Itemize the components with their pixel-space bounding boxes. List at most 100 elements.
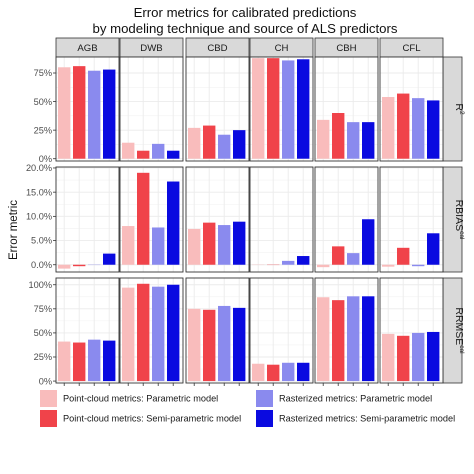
bar [297, 256, 310, 265]
bar [282, 260, 295, 265]
bar [233, 130, 246, 159]
panel-rbias-cfl [379, 166, 444, 273]
bar [332, 246, 345, 265]
panel-r-cfl [379, 56, 444, 162]
panel-rrmse-cfl [379, 277, 444, 384]
bar [412, 264, 425, 267]
facet-label-agb: AGB [77, 43, 97, 54]
bar [152, 286, 165, 382]
bar [152, 227, 165, 265]
y-tick-label: 15.0% [26, 187, 52, 197]
bar [332, 113, 345, 159]
y-tick-label: 50% [34, 97, 52, 107]
panel-rbias-ch [249, 166, 314, 273]
bar [317, 297, 330, 382]
bar [267, 364, 280, 382]
panel-border [119, 277, 184, 384]
panel-rbias-agb [55, 166, 120, 273]
y-tick-label: 25% [34, 125, 52, 135]
panel-border [249, 166, 314, 273]
bar [88, 339, 101, 382]
panel-rbias-cbd [185, 166, 250, 273]
panel-border [314, 56, 379, 162]
row-label-rbias: RBIAScal [453, 200, 465, 240]
bar [412, 98, 425, 159]
panel-border [249, 277, 314, 384]
chart-title: Error metrics for calibrated predictions [134, 5, 357, 20]
bar [382, 97, 395, 159]
panel-border [55, 166, 120, 273]
y-tick-label: 100% [29, 280, 53, 290]
bar [167, 150, 180, 159]
panel-border [185, 277, 250, 384]
y-tick-label: 75% [34, 304, 52, 314]
bar [122, 287, 135, 382]
bar [382, 333, 395, 382]
facet-label-ch: CH [275, 43, 289, 54]
bar [397, 93, 410, 159]
bar [58, 264, 71, 269]
bar [347, 253, 360, 265]
legend-swatch [256, 410, 273, 427]
legend: Point-cloud metrics: Parametric model Poi… [40, 390, 455, 427]
panel-rrmse-dwb [119, 277, 184, 384]
row-label-r: R2 [453, 103, 465, 115]
panel-border [379, 277, 444, 384]
panel-rrmse-ch [249, 277, 314, 384]
facet-label-cfl: CFL [402, 43, 421, 54]
legend-swatch [256, 390, 273, 407]
legend-item: Rasterized metrics: Parametric model [256, 390, 432, 407]
y-tick-label: 0% [39, 376, 52, 386]
panel-rrmse-cbd [185, 277, 250, 384]
bar [397, 247, 410, 265]
bar [73, 342, 86, 382]
panel-r-cbh [314, 56, 379, 162]
bar [252, 58, 265, 159]
y-axis-label: Error metric [8, 200, 20, 260]
bar [203, 309, 216, 382]
y-tick-label: 0.0% [31, 260, 52, 270]
y-tick-label: 20.0% [26, 163, 52, 173]
bar [203, 125, 216, 159]
bar [297, 59, 310, 159]
panel-rbias-cbh [314, 166, 379, 273]
panel-r-agb [55, 56, 120, 162]
facet-label-cbd: CBD [207, 43, 227, 54]
bar [218, 305, 231, 382]
panel-r-cbd [185, 56, 250, 162]
panel-border [249, 56, 314, 162]
legend-item: Rasterized metrics: Semi-parametric mode… [256, 410, 455, 427]
bar [73, 66, 86, 159]
legend-swatch [40, 410, 57, 427]
bar [218, 225, 231, 265]
bar [103, 340, 116, 382]
legend-label: Rasterized metrics: Semi-parametric mode… [279, 414, 455, 424]
bar [137, 172, 150, 265]
bar [122, 226, 135, 265]
bar [188, 308, 201, 382]
legend-label: Point-cloud metrics: Semi-parametric mod… [63, 414, 241, 424]
bar [88, 70, 101, 159]
panel-border [379, 166, 444, 273]
row-label-sup: cal [458, 345, 465, 354]
row-label-sup: 2 [458, 111, 465, 115]
bar [297, 362, 310, 382]
y-tick-label: 0% [39, 154, 52, 164]
bar [317, 264, 330, 268]
bar [267, 58, 280, 159]
facet-label-dwb: DWB [140, 43, 162, 54]
row-label-rrmse: RRMSEcal [453, 307, 465, 354]
bar [233, 307, 246, 382]
bar [188, 228, 201, 265]
panel-rbias-dwb [119, 166, 184, 273]
y-tick-label: 75% [34, 68, 52, 78]
panel-border [119, 166, 184, 273]
panel-border [314, 166, 379, 273]
panel-r-ch [249, 56, 314, 162]
bar [282, 362, 295, 382]
legend-swatch [40, 390, 57, 407]
y-tick-label: 25% [34, 352, 52, 362]
panel-rrmse-agb [55, 277, 120, 384]
bar [103, 69, 116, 159]
